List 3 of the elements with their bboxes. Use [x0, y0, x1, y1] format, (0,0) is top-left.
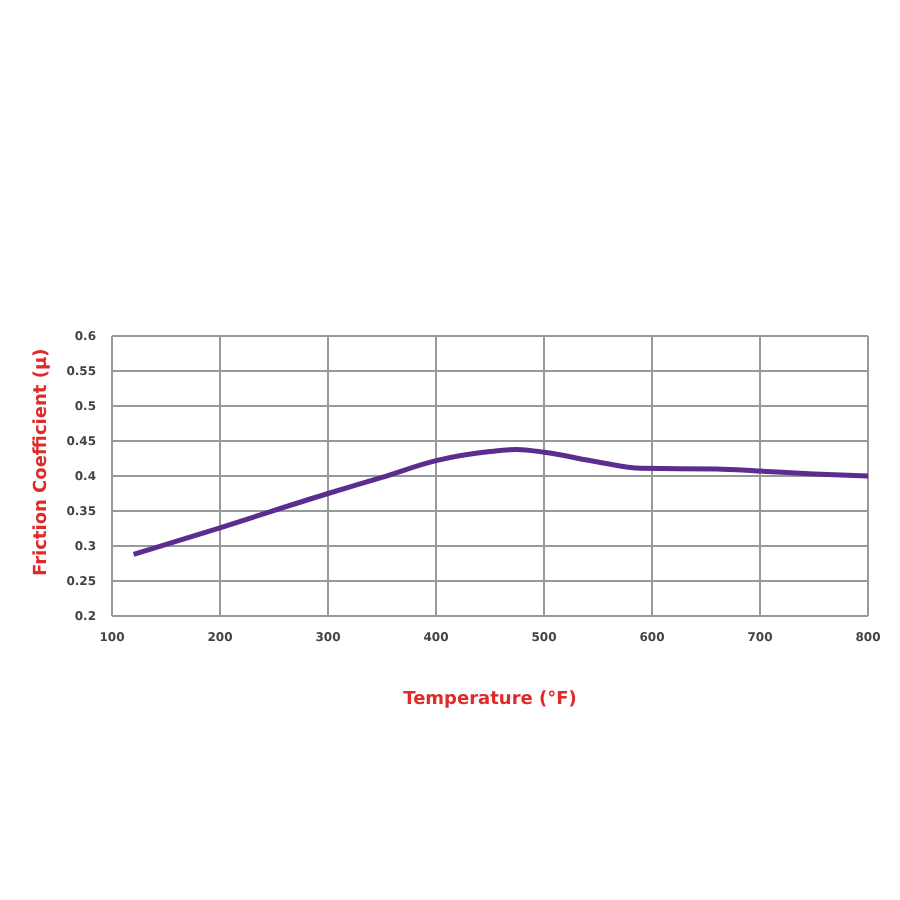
x-axis-title: Temperature (°F) [403, 690, 577, 710]
y-axis-title: Friction Coefficient (μ) [32, 348, 53, 576]
line-series [131, 446, 868, 557]
